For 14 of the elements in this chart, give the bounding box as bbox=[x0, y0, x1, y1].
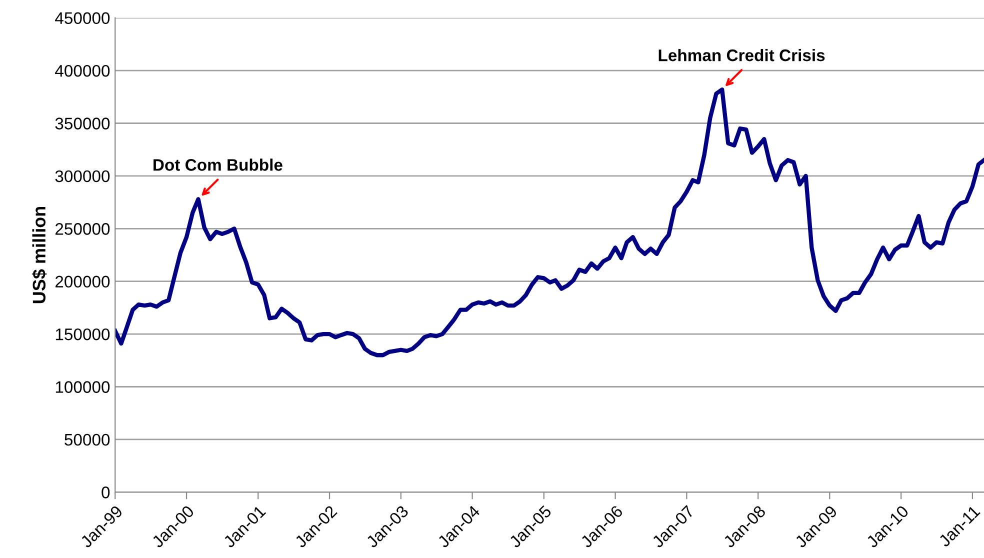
y-tick-label: 100000 bbox=[56, 381, 110, 393]
y-tick-label: 350000 bbox=[55, 118, 110, 130]
annotation: Lehman Credit Crisis bbox=[658, 48, 825, 62]
y-tick-label: 150000 bbox=[56, 328, 110, 340]
y-tick-label: 200000 bbox=[55, 276, 110, 288]
y-axis-title: US$ million bbox=[32, 206, 47, 304]
y-tick-label: 250000 bbox=[55, 223, 110, 235]
annotation: Dot Com Bubble bbox=[154, 158, 282, 171]
y-tick-label: 50000 bbox=[64, 434, 110, 446]
y-tick-label: 400000 bbox=[55, 64, 110, 77]
y-tick-label: 450000 bbox=[55, 12, 110, 24]
y-tick-label: 0 bbox=[102, 486, 110, 498]
line-series bbox=[115, 87, 984, 358]
y-tick-label: 300000 bbox=[55, 170, 110, 182]
